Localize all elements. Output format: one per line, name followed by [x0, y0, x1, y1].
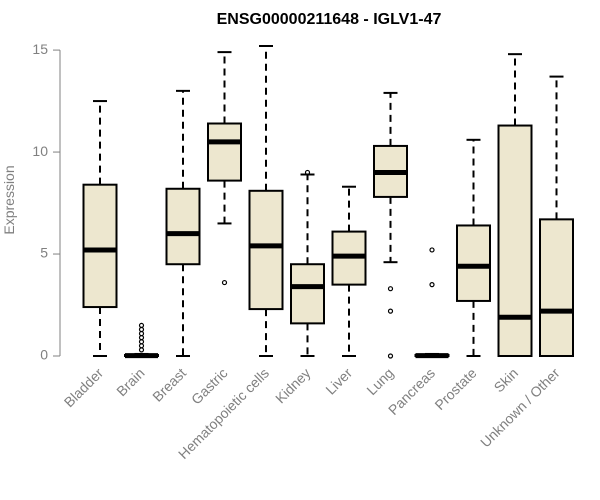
y-tick-label: 5 [40, 245, 48, 261]
y-axis: 0 5 10 15 [32, 41, 61, 363]
x-tick-label: Brain [113, 365, 147, 399]
box-iqr [248, 189, 284, 311]
outlier-point [221, 279, 228, 286]
box-liver [331, 185, 367, 357]
outlier-point [138, 343, 145, 349]
outlier-point [387, 308, 394, 314]
box-unknown-other [539, 75, 574, 357]
x-tick-label: Skin [491, 365, 522, 396]
outlier-point [138, 347, 145, 353]
box-pancreas [414, 247, 450, 359]
box-skin [497, 53, 533, 357]
y-tick-label: 10 [32, 143, 48, 159]
x-tick-label: Unknown / Other [477, 365, 563, 451]
x-tick-label: Prostate [431, 365, 479, 413]
box-iqr [82, 183, 118, 309]
y-axis-label: Expression [1, 165, 17, 234]
outlier-point [387, 286, 394, 292]
box-breast [165, 89, 201, 357]
chart-title: ENSG00000211648 - IGLV1-47 [217, 11, 442, 28]
box-hematopoietic-cells [248, 45, 284, 357]
outlier-point [387, 353, 394, 359]
outlier-point [138, 326, 145, 333]
x-tick-label: Liver [322, 365, 355, 398]
x-tick-label: Kidney [272, 365, 314, 407]
box-gastric [207, 51, 242, 286]
box-iqr [207, 122, 242, 182]
box-lung [373, 91, 408, 359]
boxes-layer [82, 45, 574, 359]
outlier-point [138, 335, 145, 341]
box-iqr [456, 224, 491, 302]
box-iqr [497, 124, 533, 357]
box-iqr [539, 218, 574, 357]
box-prostate [456, 138, 491, 357]
box-iqr [165, 187, 201, 266]
x-tick-label: Breast [149, 365, 189, 405]
x-tick-label: Bladder [61, 365, 107, 411]
outlier-point [429, 282, 435, 288]
box-kidney [290, 169, 325, 357]
outlier-point [138, 339, 145, 345]
x-tick-label: Lung [363, 365, 396, 398]
box-brain [124, 322, 159, 359]
outlier-point [138, 322, 145, 329]
y-tick-label: 15 [32, 41, 48, 57]
outlier-point [138, 330, 145, 337]
y-tick-label: 0 [40, 347, 48, 363]
box-bladder [82, 100, 118, 357]
box-iqr [290, 263, 325, 325]
outlier-point [429, 247, 435, 253]
outlier-point [304, 169, 311, 176]
